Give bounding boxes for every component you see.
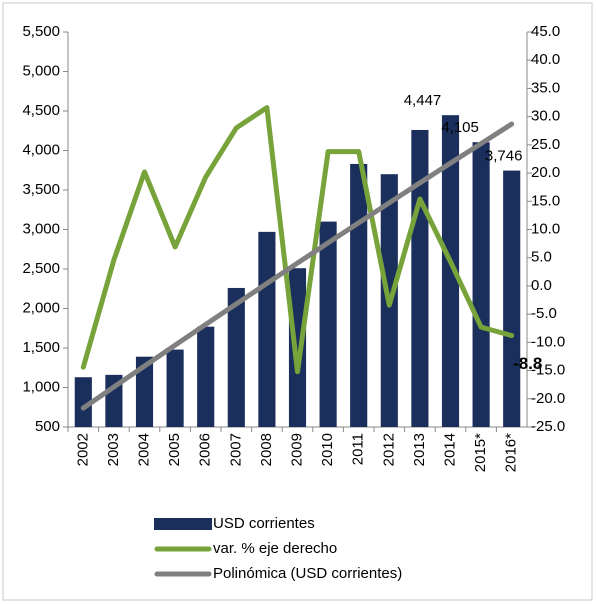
bar (288, 268, 307, 427)
x-tick-label: 2004 (135, 433, 152, 466)
value-label: 4,447 (404, 92, 442, 109)
bar (166, 349, 184, 427)
x-tick-label: 2010 (319, 433, 336, 466)
y2-tick-label: 5.0 (531, 249, 552, 266)
legend-label: Polinómica (USD corrientes) (213, 565, 402, 582)
y2-tick-label: 0.0 (531, 277, 552, 294)
y-tick-label: 2,000 (22, 299, 60, 316)
value-label: 4,105 (441, 119, 479, 136)
y2-tick-label: 15.0 (531, 192, 560, 209)
bar (350, 163, 368, 427)
trend-line (80, 121, 515, 411)
x-tick-label: 2014 (441, 433, 458, 466)
y2-tick-label: -20.0 (531, 390, 565, 407)
y2-tick-label: 45.0 (531, 23, 560, 40)
bar (411, 129, 429, 427)
y2-tick-label: 35.0 (531, 79, 560, 96)
x-tick-label: 2002 (74, 433, 91, 466)
legend-label: USD corrientes (213, 515, 315, 532)
bar (197, 326, 215, 427)
y-tick-label: 4,500 (22, 102, 60, 119)
value-label: -8.8 (513, 354, 542, 373)
bar (258, 231, 276, 427)
y-tick-label: 2,500 (22, 260, 60, 277)
y2-tick-label: 25.0 (531, 136, 560, 153)
y-tick-label: 4,000 (22, 141, 60, 158)
y-tick-label: 5,000 (22, 62, 60, 79)
y2-tick-label: -25.0 (531, 418, 565, 435)
x-tick-label: 2007 (227, 433, 244, 466)
x-tick-label: 2011 (350, 433, 367, 465)
y2-tick-label: 30.0 (531, 108, 560, 125)
bar (441, 115, 460, 427)
bar (319, 221, 337, 427)
bar (503, 170, 521, 428)
bar (135, 356, 154, 427)
x-tick-label: 2005 (166, 433, 183, 466)
x-tick-label: 2006 (197, 433, 214, 466)
y-tick-label: 3,000 (22, 220, 60, 237)
y2-tick-label: 40.0 (531, 51, 560, 68)
x-tick-label: 2009 (288, 433, 305, 466)
x-tick-label: 2012 (380, 433, 397, 466)
y-tick-label: 1,500 (22, 339, 60, 356)
y-tick-label: 5,500 (22, 23, 60, 40)
bar (74, 377, 92, 427)
y-tick-label: 500 (35, 418, 60, 435)
legend-swatch (154, 518, 212, 530)
y2-tick-label: 20.0 (531, 164, 560, 181)
x-tick-label: 2013 (411, 433, 428, 466)
y2-tick-label: -15.0 (531, 362, 565, 379)
y-tick-label: 1,000 (22, 378, 60, 395)
x-tick-label: 2003 (105, 433, 122, 466)
x-tick-label: 2016* (503, 433, 520, 472)
y2-tick-label: 10.0 (531, 220, 560, 237)
line (80, 105, 515, 375)
legend-label: var. % eje derecho (213, 540, 337, 557)
y2-tick-label: -10.0 (531, 333, 565, 350)
bar (472, 142, 490, 427)
y2-tick-label: -5.0 (531, 305, 557, 322)
value-label: 3,746 (485, 148, 523, 165)
bar (227, 287, 245, 427)
x-tick-label: 2008 (258, 433, 275, 466)
y-tick-label: 3,500 (22, 181, 60, 198)
x-tick-label: 2015* (472, 433, 489, 472)
